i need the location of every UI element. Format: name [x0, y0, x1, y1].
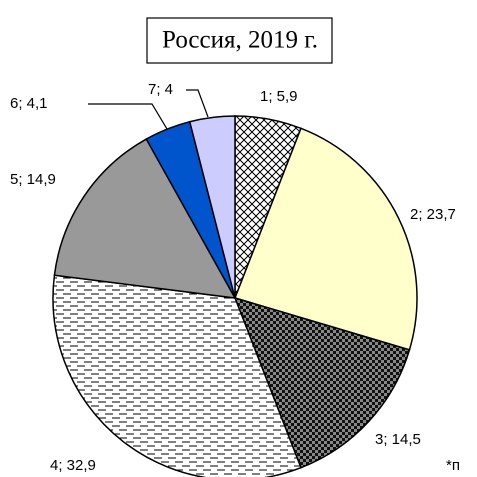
pie-slice: [233, 296, 411, 469]
data-label: 3; 14,5: [375, 431, 421, 448]
data-label: 5; 14,9: [10, 171, 56, 188]
data-label: 1; 5,9: [260, 88, 298, 105]
pie-slice: [53, 138, 237, 299]
title-box: [146, 17, 333, 64]
data-label: 2; 23,7: [410, 206, 456, 223]
pie-slice: [234, 127, 418, 351]
leader-line: [186, 89, 209, 118]
pie-slice: [188, 115, 236, 299]
chart-title: Россия, 2019 г.: [162, 27, 318, 54]
pie-slice: [52, 274, 302, 477]
data-label: 7; 4: [148, 81, 173, 98]
annotation: *п: [446, 457, 460, 474]
data-label: 4; 32,9: [50, 457, 96, 474]
data-label: 6; 4,1: [10, 95, 48, 112]
leader-line: [88, 103, 168, 130]
